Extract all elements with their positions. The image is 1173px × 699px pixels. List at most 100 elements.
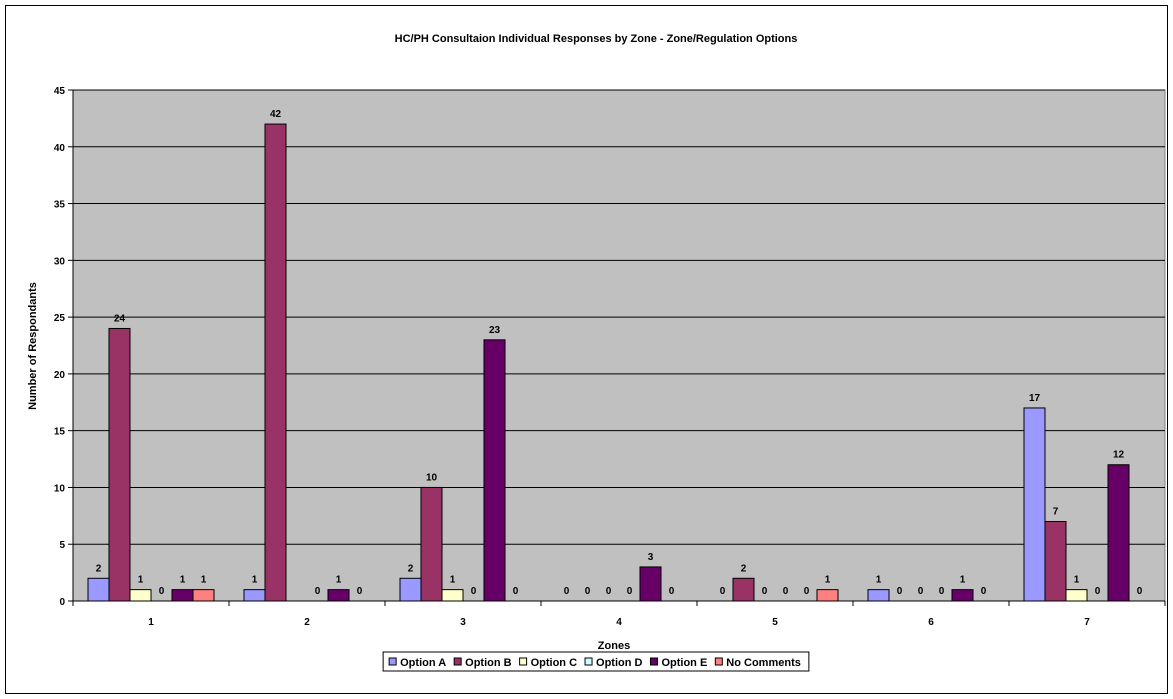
bar	[441, 589, 464, 602]
legend-label: Option C	[531, 657, 577, 669]
data-label: 2	[741, 563, 747, 574]
y-tick-label: 10	[54, 483, 66, 494]
bar	[129, 589, 152, 602]
legend-swatch	[714, 657, 723, 666]
data-label: 0	[939, 586, 945, 597]
x-tick-label: 7	[1084, 617, 1090, 628]
legend-swatch	[584, 657, 593, 666]
data-label: 1	[450, 575, 456, 586]
bar	[1044, 521, 1067, 602]
bar	[483, 339, 506, 602]
y-tick-label: 15	[54, 427, 66, 438]
y-tick-label: 45	[54, 86, 66, 97]
data-label: 42	[270, 109, 282, 120]
data-label: 0	[606, 586, 612, 597]
bar	[264, 123, 287, 602]
bar	[192, 589, 215, 602]
bars-layer	[87, 123, 1130, 602]
x-tick-label: 1	[148, 617, 154, 628]
x-tick-label: 6	[928, 617, 934, 628]
data-label: 0	[720, 586, 726, 597]
y-tick-label: 5	[59, 540, 65, 551]
x-tick-label: 3	[460, 617, 466, 628]
bar	[243, 589, 266, 602]
data-label: 24	[114, 313, 126, 324]
bar	[1065, 589, 1088, 602]
legend-swatch	[519, 657, 528, 666]
plot-area	[72, 89, 1166, 602]
data-label: 1	[201, 575, 207, 586]
data-label: 0	[804, 586, 810, 597]
data-label: 12	[1113, 450, 1125, 461]
data-label: 2	[408, 563, 414, 574]
y-axis-title: Number of Respondants	[27, 282, 39, 410]
legend-label: Option D	[596, 657, 642, 669]
legend-swatch	[649, 657, 658, 666]
data-label: 1	[1074, 575, 1080, 586]
legend-label: No Comments	[726, 657, 801, 669]
x-axis-title: Zones	[598, 640, 630, 652]
legend-label: Option E	[661, 657, 707, 669]
data-label: 0	[315, 586, 321, 597]
chart-title: HC/PH Consultaion Individual Responses b…	[395, 33, 798, 45]
legend-label: Option B	[465, 657, 511, 669]
data-label: 1	[825, 575, 831, 586]
y-tick-label: 0	[59, 597, 65, 608]
data-label: 0	[669, 586, 675, 597]
y-tick-label: 25	[54, 313, 66, 324]
data-label: 0	[897, 586, 903, 597]
x-tick-label: 2	[304, 617, 310, 628]
chart-svg: HC/PH Consultaion Individual Responses b…	[27, 33, 1166, 672]
data-label: 3	[648, 552, 654, 563]
y-tick-label: 40	[54, 143, 66, 154]
bar	[399, 577, 422, 602]
bar	[639, 566, 662, 602]
data-label: 0	[918, 586, 924, 597]
bar	[327, 589, 350, 602]
data-label: 0	[1137, 586, 1143, 597]
bar	[816, 589, 839, 602]
y-tick-label: 20	[54, 370, 66, 381]
data-label: 0	[564, 586, 570, 597]
legend: Option A Option B Option C Option D Option E…	[382, 651, 810, 672]
bar	[951, 589, 974, 602]
bar	[87, 577, 110, 602]
data-label: 0	[585, 586, 591, 597]
bar	[732, 577, 755, 602]
grid-lines	[73, 89, 1165, 545]
data-label: 7	[1053, 507, 1059, 518]
data-label: 0	[981, 586, 987, 597]
chart-frame: HC/PH Consultaion Individual Responses b…	[5, 5, 1168, 694]
data-label: 1	[876, 575, 882, 586]
data-label: 1	[252, 575, 258, 586]
bar	[420, 486, 443, 602]
bar	[1107, 464, 1130, 602]
data-label: 1	[180, 575, 186, 586]
legend-swatch	[453, 657, 462, 666]
bar	[108, 327, 131, 602]
data-label: 0	[159, 586, 165, 597]
data-label: 1	[336, 575, 342, 586]
data-label: 10	[426, 472, 438, 483]
data-label: 23	[489, 325, 501, 336]
data-label: 0	[627, 586, 633, 597]
data-label: 0	[513, 586, 519, 597]
data-label: 1	[138, 575, 144, 586]
data-label: 0	[1095, 586, 1101, 597]
bar	[171, 589, 194, 602]
y-tick-label: 35	[54, 200, 66, 211]
data-label: 0	[783, 586, 789, 597]
data-label: 0	[471, 586, 477, 597]
data-label: 2	[96, 563, 102, 574]
bar	[867, 589, 890, 602]
y-tick-label: 30	[54, 256, 66, 267]
data-label: 17	[1029, 393, 1041, 404]
x-tick-label: 4	[616, 617, 622, 628]
legend-box	[382, 651, 810, 672]
data-label: 1	[960, 575, 966, 586]
data-label: 0	[357, 586, 363, 597]
bar	[1023, 407, 1046, 602]
data-label: 0	[762, 586, 768, 597]
